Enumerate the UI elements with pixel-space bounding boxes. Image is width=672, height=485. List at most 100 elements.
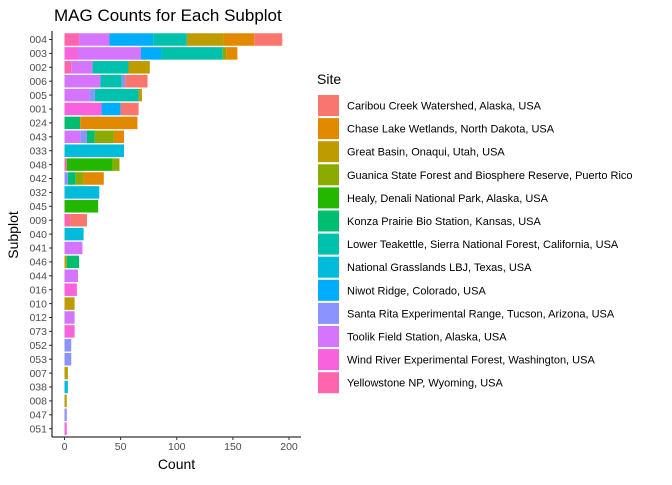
legend-item: Healy, Denali National Park, Alaska, USA	[318, 187, 549, 209]
bar-segment	[64, 33, 80, 46]
bar-003	[64, 47, 238, 60]
y-tick-label: 005	[29, 90, 47, 102]
y-tick-label: 002	[29, 62, 47, 74]
bar-segment	[64, 130, 81, 144]
bar-segment	[64, 422, 67, 435]
bar-segment	[64, 352, 72, 366]
bar-segment	[64, 380, 68, 394]
legend-item: Caribou Creek Watershed, Alaska, USA	[318, 95, 542, 116]
bar-segment	[64, 116, 81, 130]
legend-label: Caribou Creek Watershed, Alaska, USA	[347, 101, 542, 113]
bar-041	[64, 241, 83, 255]
bar-010	[64, 297, 75, 310]
bar-032	[64, 186, 100, 199]
bar-040	[64, 227, 84, 241]
bar-046	[64, 255, 80, 269]
bar-007	[64, 366, 68, 380]
legend-swatch	[318, 256, 339, 278]
bar-segment	[67, 172, 76, 185]
bar-segment	[64, 339, 72, 352]
y-tick-label: 012	[29, 312, 47, 324]
bar-segment	[100, 74, 122, 88]
legend-swatch	[318, 164, 339, 186]
y-tick-label: 004	[29, 34, 47, 46]
legend-item: Wind River Experimental Forest, Washingt…	[318, 349, 595, 371]
y-tick-label: 051	[29, 423, 47, 435]
bar-038	[64, 380, 68, 394]
bar-segment	[64, 172, 68, 185]
bar-segment	[86, 130, 95, 144]
bar-segment	[222, 47, 227, 60]
bar-segment	[64, 61, 72, 74]
legend-label: Niwot Ridge, Colorado, USA	[347, 285, 486, 297]
legend-label: Toolik Field Station, Alaska, USA	[347, 332, 507, 344]
chart-title: MAG Counts for Each Subplot	[54, 6, 282, 25]
legend-swatch	[318, 372, 339, 394]
y-tick-label: 046	[29, 257, 47, 269]
bar-segment	[94, 130, 114, 144]
y-tick-label: 007	[29, 368, 47, 380]
bar-segment	[64, 88, 90, 102]
bar-segment	[64, 158, 67, 171]
y-tick-label: 044	[29, 271, 47, 283]
legend-swatch	[318, 187, 339, 209]
bar-segment	[121, 74, 126, 88]
bar-073	[64, 325, 75, 338]
legend-swatch	[318, 349, 339, 371]
y-tick-label: 048	[29, 159, 47, 171]
bar-segment	[109, 33, 154, 46]
bar-segment	[64, 366, 68, 380]
legend-item: National Grasslands LBJ, Texas, USA	[318, 256, 532, 278]
bar-segment	[223, 33, 255, 46]
legend-label: Wind River Experimental Forest, Washingt…	[347, 355, 595, 367]
bar-segment	[71, 61, 93, 74]
bar-033	[64, 144, 124, 157]
bar-segment	[89, 88, 95, 102]
bar-segment	[64, 297, 75, 310]
y-tick-label: 024	[29, 118, 47, 130]
legend-title: Site	[317, 71, 341, 87]
legend: Site Caribou Creek Watershed, Alaska, US…	[317, 71, 633, 394]
bar-042	[64, 172, 104, 185]
legend-label: National Grasslands LBJ, Texas, USA	[347, 262, 532, 274]
bar-segment	[226, 47, 238, 60]
legend-item: Chase Lake Wetlands, North Dakota, USA	[318, 118, 555, 140]
bar-segment	[66, 158, 113, 171]
bar-segment	[64, 200, 99, 213]
bar-segment	[75, 172, 84, 185]
legend-item: Lower Teakettle, Sierra National Forest,…	[318, 233, 619, 255]
bar-segment	[79, 33, 110, 46]
bar-048	[64, 158, 120, 171]
bar-segment	[138, 88, 142, 102]
bar-segment	[112, 158, 120, 171]
bar-segment	[140, 47, 162, 60]
legend-swatch	[318, 279, 339, 301]
bar-052	[64, 339, 72, 352]
legend-label: Healy, Denali National Park, Alaska, USA	[347, 193, 549, 205]
legend-items: Caribou Creek Watershed, Alaska, USA Chas…	[318, 95, 633, 394]
bar-segment	[64, 186, 100, 199]
bar-segment	[64, 394, 67, 408]
legend-label: Lower Teakettle, Sierra National Forest,…	[347, 239, 619, 251]
bar-009	[64, 213, 87, 227]
x-tick-label: 0	[62, 441, 68, 453]
legend-item: Guanica State Forest and Biosphere Reser…	[318, 164, 633, 186]
bar-005	[64, 88, 142, 102]
bar-008	[64, 394, 67, 408]
legend-label: Great Basin, Onaqui, Utah, USA	[347, 147, 505, 159]
bar-segment	[64, 325, 75, 338]
x-tick-label: 150	[224, 441, 242, 453]
x-tick-label: 200	[280, 441, 298, 453]
bars-layer	[64, 33, 283, 435]
legend-item: Yellowstone NP, Wyoming, USA	[318, 372, 503, 394]
legend-item: Great Basin, Onaqui, Utah, USA	[318, 141, 505, 163]
bar-segment	[64, 408, 67, 422]
bar-segment	[101, 102, 121, 116]
x-tick-label: 50	[115, 441, 127, 453]
bar-segment	[64, 144, 124, 157]
legend-item: Konza Prairie Bio Station, Kansas, USA	[318, 210, 541, 232]
y-tick-label: 033	[29, 145, 47, 157]
bar-047	[64, 408, 67, 422]
